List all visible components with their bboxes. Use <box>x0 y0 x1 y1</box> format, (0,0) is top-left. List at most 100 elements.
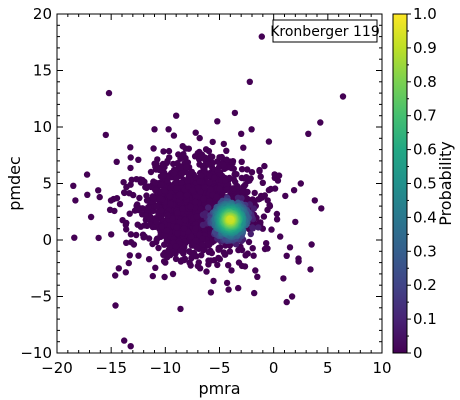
data-point <box>113 195 121 202</box>
data-point <box>261 245 269 253</box>
data-point <box>271 185 279 192</box>
scatter-points <box>70 33 347 350</box>
data-point <box>183 191 191 199</box>
data-point <box>231 109 239 117</box>
data-point <box>166 192 173 200</box>
data-point <box>167 200 174 208</box>
data-point <box>181 216 189 224</box>
data-point <box>112 302 119 309</box>
data-point <box>210 277 217 285</box>
data-point <box>231 171 238 178</box>
data-point <box>133 231 140 239</box>
data-point <box>158 223 165 230</box>
data-point <box>194 184 201 192</box>
data-point <box>174 209 181 216</box>
colorbar-tick-label: 0.5 <box>413 175 437 193</box>
data-point <box>216 244 224 251</box>
data-point <box>108 231 115 238</box>
data-point <box>240 144 247 151</box>
data-point <box>207 186 214 193</box>
x-tick-label: 10 <box>372 359 391 377</box>
data-point <box>160 251 167 258</box>
data-point <box>256 166 263 174</box>
data-point <box>280 275 287 282</box>
y-tick-label: 0 <box>42 231 52 249</box>
data-point <box>216 154 223 161</box>
data-point <box>166 243 173 250</box>
data-point <box>122 269 129 276</box>
data-point <box>164 212 171 219</box>
data-point <box>165 147 173 155</box>
data-point <box>223 156 230 163</box>
data-point <box>153 218 160 226</box>
data-point <box>160 187 168 194</box>
data-point <box>193 213 200 220</box>
data-point <box>95 234 102 242</box>
data-point <box>123 239 130 246</box>
data-point <box>149 194 157 201</box>
data-point <box>216 185 223 193</box>
data-point <box>127 154 134 161</box>
data-point <box>160 172 167 179</box>
data-point <box>274 177 282 184</box>
colorbar-tick-label: 0.1 <box>413 310 437 328</box>
data-point <box>201 184 208 191</box>
y-tick-label: −10 <box>20 344 52 362</box>
data-point <box>249 225 257 232</box>
data-point <box>161 273 168 281</box>
data-point <box>197 172 205 179</box>
data-point <box>142 184 149 191</box>
data-point <box>139 176 146 184</box>
data-point <box>187 262 194 269</box>
data-point <box>193 253 200 260</box>
data-point <box>116 200 124 208</box>
data-point <box>234 194 242 201</box>
data-point <box>192 224 199 232</box>
data-point <box>227 215 234 223</box>
data-point <box>192 198 199 206</box>
data-point <box>84 191 91 198</box>
data-point <box>196 178 203 185</box>
data-point <box>152 187 159 194</box>
data-point <box>283 252 290 259</box>
y-axis-label: pmdec <box>5 156 24 211</box>
data-point <box>235 259 243 266</box>
data-point <box>255 196 262 203</box>
data-point <box>144 204 152 211</box>
data-point <box>112 272 119 279</box>
data-point <box>223 147 230 154</box>
data-point <box>225 262 232 269</box>
data-point <box>229 160 236 167</box>
data-point <box>87 213 95 221</box>
data-point <box>153 236 160 243</box>
data-point <box>136 194 143 202</box>
data-point <box>252 267 259 274</box>
data-point <box>173 179 180 186</box>
data-point <box>71 234 78 241</box>
data-point <box>151 126 158 133</box>
data-point <box>244 250 251 257</box>
data-point <box>155 244 162 252</box>
data-point <box>257 173 264 180</box>
data-point <box>161 232 169 239</box>
y-tick-label: 10 <box>33 118 52 136</box>
data-point <box>283 298 290 306</box>
data-point <box>125 259 132 267</box>
data-point <box>169 215 176 222</box>
data-point <box>196 134 203 142</box>
data-point <box>150 145 157 152</box>
data-point <box>174 230 181 237</box>
data-point <box>246 78 253 86</box>
data-point <box>163 227 171 234</box>
data-point <box>173 224 180 231</box>
x-tick-label: 5 <box>323 359 333 377</box>
data-point <box>157 181 165 188</box>
data-point <box>245 238 253 246</box>
data-point <box>295 258 302 265</box>
data-point <box>268 226 275 233</box>
data-point <box>207 257 214 264</box>
data-point <box>232 178 239 186</box>
data-point <box>214 261 221 269</box>
data-point <box>173 112 180 119</box>
x-tick-label: −20 <box>41 359 73 377</box>
